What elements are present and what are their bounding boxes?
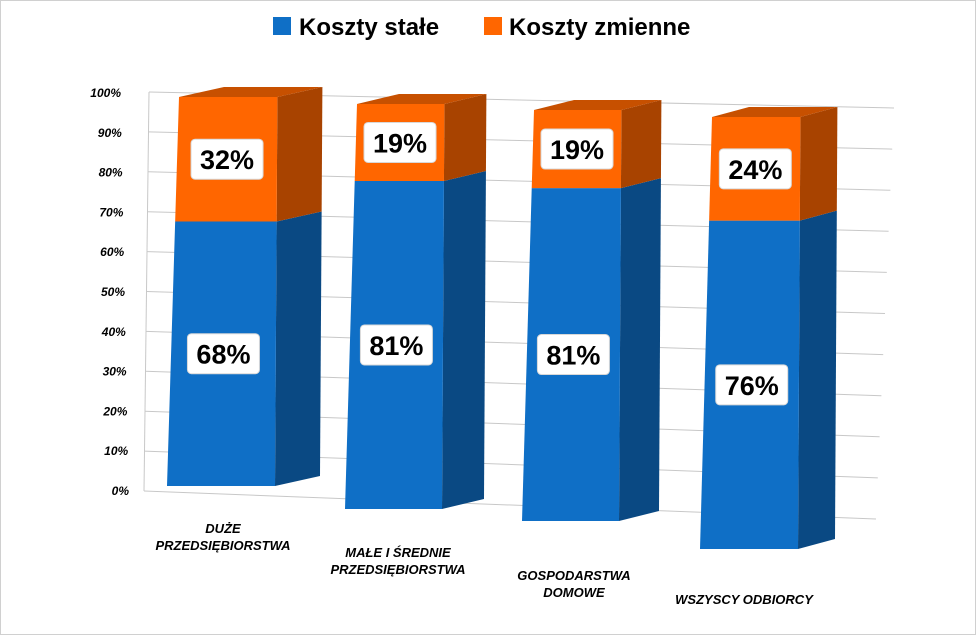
bar-top bbox=[179, 87, 323, 97]
data-label: 76% bbox=[725, 371, 779, 401]
bar-side-fixed bbox=[275, 211, 322, 487]
y-tick-label: 80% bbox=[99, 166, 123, 180]
data-label-box bbox=[715, 364, 789, 406]
category-label: DOMOWE bbox=[543, 585, 605, 600]
bar-side-variable bbox=[620, 100, 662, 189]
y-tick-label: 20% bbox=[102, 404, 127, 418]
x-axis-categories: DUŻE PRZEDSIĘBIORSTWA MAŁE I ŚREDNIE PRZEDS… bbox=[155, 521, 814, 607]
bar-top bbox=[357, 94, 487, 104]
data-label-box bbox=[536, 334, 610, 376]
data-label-box bbox=[363, 121, 437, 163]
y-tick-label: 30% bbox=[103, 365, 127, 379]
data-label: 19% bbox=[550, 135, 604, 165]
legend-label: Koszty zmienne bbox=[509, 14, 690, 41]
data-labels: 68% 32% 81% 19% 81% 19% 76% 24% bbox=[186, 121, 792, 406]
data-label-box bbox=[540, 128, 614, 170]
data-label: 24% bbox=[728, 155, 782, 185]
y-tick-label: 90% bbox=[98, 126, 122, 140]
axis-edge bbox=[143, 91, 150, 492]
data-label-box bbox=[190, 138, 264, 180]
data-label: 81% bbox=[369, 331, 423, 361]
y-tick-label: 100% bbox=[90, 86, 121, 100]
bar-side-fixed bbox=[798, 210, 837, 549]
data-label-box bbox=[186, 333, 260, 375]
category-label: WSZYSCY ODBIORCY bbox=[675, 592, 814, 607]
legend-swatch bbox=[484, 17, 502, 35]
data-label: 81% bbox=[546, 341, 600, 371]
y-tick-label: 10% bbox=[104, 444, 128, 458]
y-axis-ticks: 0% 10% 20% 30% 40% 50% 60% 70% 80% 90% 100% bbox=[90, 86, 129, 498]
data-label-box bbox=[359, 324, 433, 366]
bar-side-variable bbox=[276, 87, 323, 222]
legend-swatch bbox=[273, 17, 291, 35]
bar-side-variable bbox=[443, 94, 487, 181]
data-label: 19% bbox=[373, 128, 427, 158]
category-label: PRZEDSIĘBIORSTWA bbox=[155, 538, 290, 553]
data-label: 68% bbox=[196, 340, 250, 370]
category-label: PRZEDSIĘBIORSTWA bbox=[330, 562, 465, 577]
y-tick-label: 40% bbox=[101, 325, 126, 339]
y-tick-label: 0% bbox=[112, 484, 130, 498]
data-label-box bbox=[718, 148, 792, 190]
category-label: DUŻE bbox=[205, 521, 241, 536]
legend-label: Koszty stałe bbox=[299, 14, 439, 41]
y-tick-label: 50% bbox=[101, 285, 125, 299]
y-tick-label: 60% bbox=[100, 245, 124, 259]
category-label: GOSPODARSTWA bbox=[517, 568, 630, 583]
bar-side-variable bbox=[799, 107, 838, 221]
y-tick-label: 70% bbox=[99, 205, 123, 219]
data-label: 32% bbox=[200, 145, 254, 175]
bar-side-fixed bbox=[619, 178, 661, 521]
bar-top bbox=[712, 107, 838, 117]
category-label: MAŁE I ŚREDNIE bbox=[345, 545, 451, 560]
legend: Koszty stałe Koszty zmienne bbox=[273, 14, 690, 41]
bar-top bbox=[534, 100, 662, 110]
bar-side-fixed bbox=[442, 170, 486, 509]
